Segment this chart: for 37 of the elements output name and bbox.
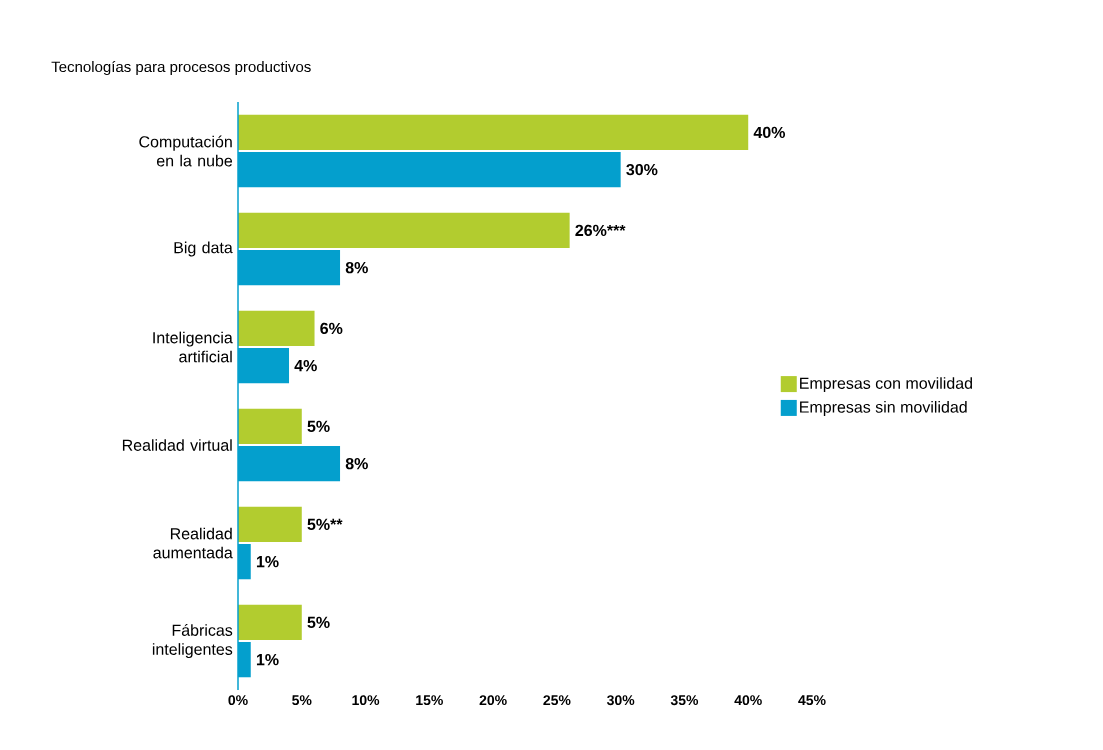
- data-label: 5%**: [307, 518, 343, 531]
- y-tick-label: Computación en la nube: [139, 135, 233, 167]
- bar: [238, 506, 302, 543]
- chart-title: Tecnologías para procesos productivos: [51, 60, 311, 76]
- bar: [238, 310, 315, 347]
- legend-label: Empresas con movilidad: [800, 377, 972, 393]
- data-label: 26%***: [575, 224, 626, 237]
- data-label: 8%: [345, 261, 368, 274]
- y-tick-label: Realidad virtual: [122, 439, 232, 451]
- x-tick-label: 15%: [416, 695, 443, 706]
- data-label: 1%: [256, 555, 279, 568]
- x-tick-label: 25%: [543, 695, 571, 706]
- data-label: 4%: [294, 359, 317, 372]
- x-tick-label: 10%: [352, 695, 380, 706]
- y-tick-label: Big data: [174, 241, 233, 257]
- data-label: 40%: [753, 126, 786, 139]
- x-tick-label: 40%: [734, 695, 762, 706]
- x-tick-label: 30%: [606, 695, 635, 706]
- bar: [238, 604, 302, 641]
- x-tick-label: 20%: [479, 695, 507, 706]
- x-tick-label: 35%: [670, 695, 699, 706]
- data-label: 5%: [307, 616, 330, 629]
- bar: [238, 212, 570, 249]
- data-label: 1%: [256, 654, 279, 666]
- data-label: 8%: [345, 457, 368, 470]
- data-label: 6%: [320, 322, 343, 335]
- bar: [238, 408, 302, 445]
- x-tick-label: 45%: [798, 695, 826, 706]
- data-label: 5%: [307, 420, 330, 433]
- data-label: 30%: [626, 163, 658, 176]
- bar: [238, 114, 749, 151]
- y-tick-label: Fábricas inteligentes: [152, 623, 233, 659]
- y-tick-label: Inteligencia artificial: [153, 331, 233, 363]
- y-tick-label: Realidad aumentada: [153, 527, 233, 559]
- legend-label: Empresas sin movilidad: [800, 401, 967, 416]
- x-tick-label: 5%: [292, 695, 312, 706]
- x-tick-label: 0%: [228, 695, 248, 706]
